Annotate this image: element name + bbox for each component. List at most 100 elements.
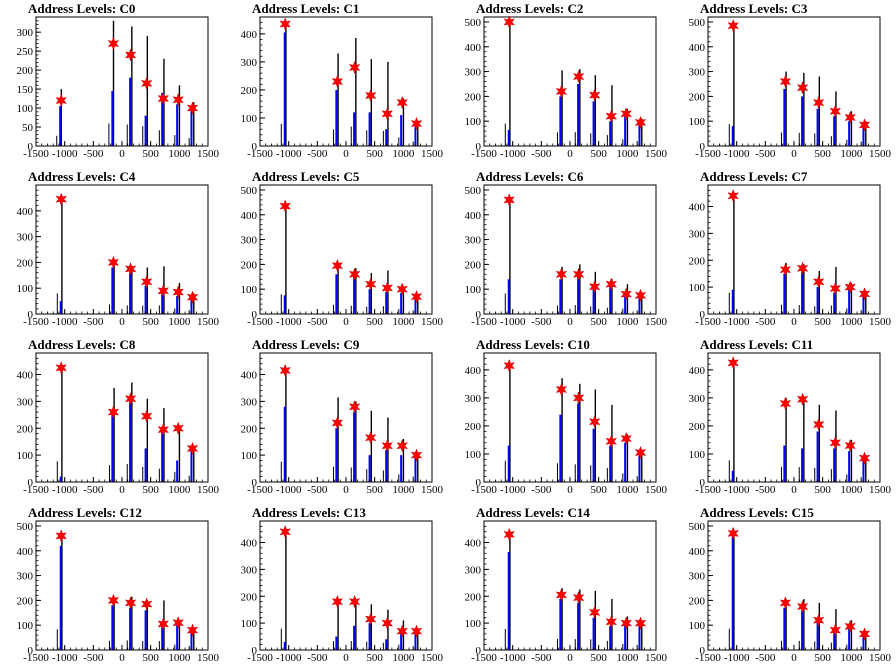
black-bar-0 xyxy=(509,533,511,650)
x-tick-label: -500 xyxy=(755,316,776,328)
x-tick-label: 1000 xyxy=(840,148,863,160)
x-tick-label: 1000 xyxy=(168,148,191,160)
x-tick-label: 500 xyxy=(814,484,831,496)
blue-bar-5 xyxy=(176,295,179,314)
blue-bar-4 xyxy=(161,293,164,314)
x-tick-label: 500 xyxy=(142,148,159,160)
black-bar-3 xyxy=(818,404,821,482)
black-bar-2 xyxy=(803,264,805,314)
black-bar-sub-5 xyxy=(398,474,400,482)
blue-bar-1 xyxy=(783,445,786,482)
peak-marker-2 xyxy=(572,267,585,282)
black-bar-6 xyxy=(417,452,419,482)
y-tick-label: 300 xyxy=(241,235,258,247)
peak-marker-5 xyxy=(172,285,185,299)
blue-bar-5 xyxy=(624,625,627,650)
black-bar-sub-1 xyxy=(780,466,782,482)
blue-bar-2 xyxy=(801,271,804,314)
blue-bar-4 xyxy=(609,286,612,314)
black-bar-sub-6 xyxy=(860,141,862,146)
peak-marker-2 xyxy=(124,391,137,406)
peak-marker-5 xyxy=(396,282,409,296)
black-bar-sub-2 xyxy=(574,464,576,482)
peak-marker-5 xyxy=(396,624,409,638)
x-tick-label: 1000 xyxy=(616,652,639,664)
black-bar-sub-4 xyxy=(830,305,832,314)
black-bar-sub-3 xyxy=(366,306,368,314)
y-tick-label: 400 xyxy=(465,365,482,377)
blue-bar-0 xyxy=(507,129,510,146)
peak-marker-5 xyxy=(172,615,185,630)
black-bar-6 xyxy=(641,621,643,650)
y-tick-label: 100 xyxy=(465,449,482,461)
peak-marker-6 xyxy=(634,616,647,630)
y-tick-label: 100 xyxy=(241,450,258,462)
black-bar-0 xyxy=(509,21,511,146)
blue-bar-1 xyxy=(335,274,338,314)
black-bar-6 xyxy=(865,292,867,314)
black-bar-5 xyxy=(850,111,853,146)
x-tick-label: -500 xyxy=(531,316,552,328)
black-bar-2 xyxy=(803,399,805,482)
peak-marker-3 xyxy=(588,279,601,294)
black-bar-1 xyxy=(785,397,787,482)
black-bar-2 xyxy=(355,401,357,482)
y-tick-label: 0 xyxy=(252,645,258,657)
blue-bar-3 xyxy=(816,287,819,314)
black-bar-6 xyxy=(193,627,195,650)
chart-svg: Address Levels: C13 0 100 200 300 400 -1500 -10… xyxy=(241,505,444,664)
x-tick-label: 1500 xyxy=(645,148,668,160)
black-bar-sub-6 xyxy=(188,475,190,482)
black-bar-sub-0 xyxy=(280,461,282,482)
chart-svg: Address Levels: C8 0 100 200 300 400 -1500 -100… xyxy=(17,337,220,496)
chart-svg: Address Levels: C30100200300400500-1500-… xyxy=(689,1,892,160)
peak-marker-1 xyxy=(779,74,792,89)
black-bar-1 xyxy=(337,53,339,146)
black-bar-sub-4 xyxy=(382,306,384,314)
black-bar-0 xyxy=(285,22,287,146)
black-bar-sub-3 xyxy=(366,641,368,650)
x-tick-label: -1000 xyxy=(724,316,750,328)
black-bar-sub-3 xyxy=(590,465,592,482)
x-tick-label: -1500 xyxy=(247,316,273,328)
black-bar-sub-2 xyxy=(350,641,352,650)
blue-bar-1 xyxy=(783,607,786,650)
blue-bar-0 xyxy=(283,32,286,146)
peak-marker-2 xyxy=(572,590,585,605)
black-bar-5 xyxy=(626,108,629,146)
peak-marker-6 xyxy=(858,118,871,132)
y-tick-label: 100 xyxy=(689,449,706,461)
black-bar-sub-6 xyxy=(412,476,414,482)
panel-c8: Address Levels: C8 0 100 200 300 400 -1500 -100… xyxy=(0,336,224,504)
blue-bar-0 xyxy=(283,406,286,482)
black-bar-2 xyxy=(131,266,133,314)
y-tick-label: 400 xyxy=(689,546,706,558)
peak-marker-4 xyxy=(605,109,618,123)
x-tick-label: 500 xyxy=(590,484,607,496)
black-bar-5 xyxy=(402,439,405,482)
x-tick-label: -500 xyxy=(307,484,328,496)
peak-marker-1 xyxy=(107,255,120,270)
blue-bar-0 xyxy=(507,551,510,650)
black-bar-2 xyxy=(355,38,357,146)
x-tick-label: 0 xyxy=(791,148,797,160)
x-tick-label: 1000 xyxy=(616,148,639,160)
peak-marker-2 xyxy=(348,60,361,75)
blue-bar-5 xyxy=(848,121,851,146)
peak-marker-5 xyxy=(396,438,409,453)
black-bar-1 xyxy=(112,20,115,147)
y-tick-label: 0 xyxy=(700,141,706,153)
blue-bar-2 xyxy=(577,602,580,650)
x-tick-label: -1500 xyxy=(695,148,721,160)
panel-c15: Address Levels: C15 0 100 200 300 400 500 -1500… xyxy=(672,504,896,672)
peak-marker-1 xyxy=(779,396,792,411)
x-tick-label: -1500 xyxy=(247,652,273,664)
x-tick-label: 0 xyxy=(343,316,349,328)
chart-title: Address Levels: C11 xyxy=(700,337,813,352)
x-tick-label: -500 xyxy=(83,316,104,328)
blue-bar-1 xyxy=(559,598,562,650)
blue-bar-6 xyxy=(190,109,193,146)
black-bar-3 xyxy=(594,271,597,314)
x-tick-label: 0 xyxy=(791,316,797,328)
peak-marker-1 xyxy=(331,594,344,609)
